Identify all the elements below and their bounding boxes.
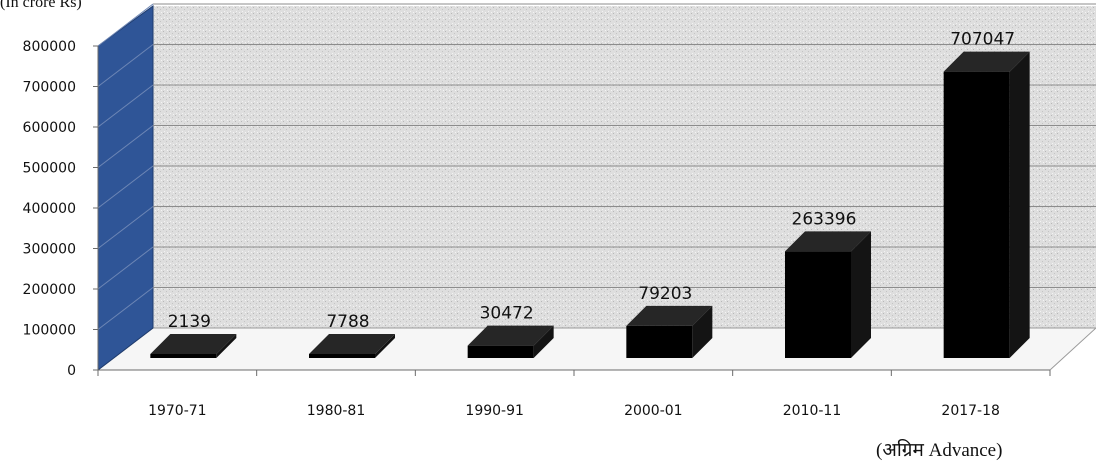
value-label: 30472 [480,304,534,324]
bars [150,51,1030,358]
x-tick-label: 2000-01 [624,403,683,419]
y-tick-label: 500000 [23,161,76,177]
bar-side [375,334,395,358]
bar-front [309,354,375,358]
x-tick-label: 2010-11 [783,403,842,419]
bar-side [851,231,871,358]
bar-side [533,325,554,358]
x-tick-label: 1990-91 [465,403,524,419]
side-gridline [97,165,154,209]
bar [467,325,554,358]
y-tick-label: 800000 [23,39,76,55]
y-tick-label: 400000 [23,201,76,217]
x-tick-label: 1970-71 [148,403,207,419]
x-tick-label: 2017-18 [941,403,1000,419]
bar [785,231,871,358]
bar-front [943,71,1010,358]
value-label: 7788 [326,312,369,332]
side-gridline [97,206,154,249]
bar-front [785,251,851,358]
bar-top [785,231,871,252]
y-tick-label: 300000 [23,242,76,258]
side-gridline [97,84,154,128]
bar [943,51,1030,358]
y-tick-label: 0 [67,363,76,379]
bar [309,334,395,358]
bar-front [626,325,693,358]
advance-note: (अग्रिम Advance) [876,440,1003,461]
y-tick-label: 200000 [23,282,76,298]
bar-top [309,334,395,354]
value-label: 707047 [950,30,1015,50]
side-gridline [97,44,154,87]
bar-top [943,51,1030,72]
x-tick-label: 1980-81 [307,403,366,419]
bar-top [626,305,713,326]
y-tick-label: 700000 [23,80,76,96]
bar-side [1009,51,1030,358]
x-axis-ticks: 1970-71 1980-81 1990-91 2000-01 2010-11 2017-… [97,370,1051,419]
bar-top [467,325,554,346]
value-label: 263396 [792,209,857,229]
bar-top [150,334,237,354]
value-labels: 2139 7788 30472 79203 263396 707047 [168,30,1015,332]
y-tick-label: 100000 [23,323,76,339]
bar-front [150,354,217,358]
side-wall [97,5,154,372]
side-gridline [97,3,154,47]
unit-label: (In crore Rs) [0,0,82,11]
y-axis-ticks: 0 100000 200000 300000 400000 500000 600000 700… [23,39,98,379]
y-tick-label: 600000 [23,120,76,136]
value-label: 2139 [168,312,211,332]
side-gridline [97,246,154,290]
bar-front [467,345,534,358]
side-gridline [97,287,154,330]
value-label: 79203 [638,284,692,304]
bar-side [216,334,237,358]
bar [150,334,237,358]
side-gridline [97,125,154,168]
bar-side [692,305,713,358]
bar [626,305,713,358]
gridlines [97,3,1096,330]
